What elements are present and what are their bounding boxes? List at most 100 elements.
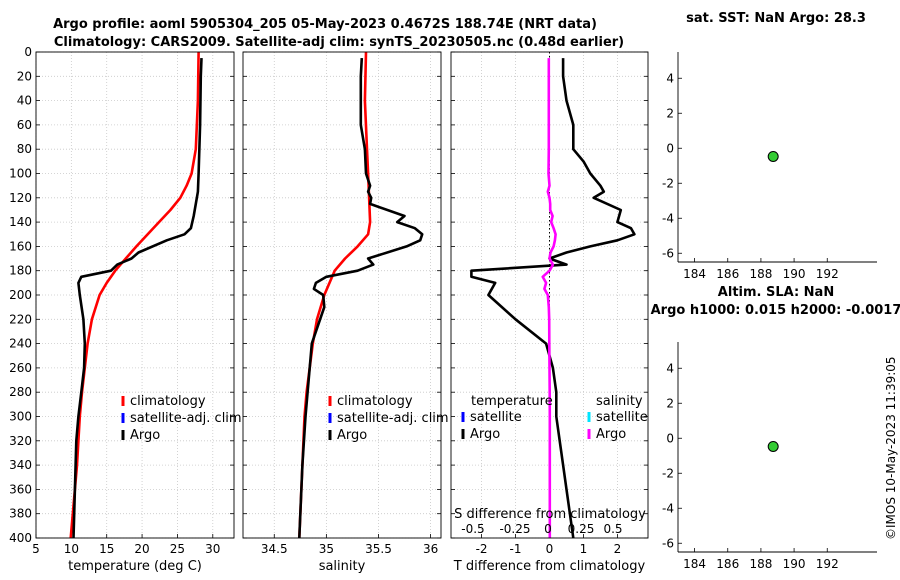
difference-xtick-label: -1 <box>510 542 522 556</box>
sla_map-ytick-label: 4 <box>666 361 674 375</box>
sla_map-title: Argo h1000: 0.015 h2000: -0.0017 <box>651 303 900 318</box>
depth-tick-label: 80 <box>17 142 32 156</box>
sst_map-xtick-label: 190 <box>783 267 806 281</box>
diff-legend-salinity-title: salinity <box>596 394 643 409</box>
sla_map-xtick-label: 192 <box>816 557 839 571</box>
temperature-xtick-label: 10 <box>64 542 79 556</box>
salinity-xlabel: salinity <box>319 559 366 574</box>
sst_map-ytick-label: 2 <box>666 106 674 120</box>
temperature-xtick-label: 15 <box>99 542 114 556</box>
sst_map-xtick-label: 186 <box>716 267 739 281</box>
sst_map-ytick-label: 4 <box>666 71 674 85</box>
diff-legend-salinity-label: satellite <box>596 410 648 425</box>
sla_map-xtick-label: 184 <box>683 557 706 571</box>
depth-tick-label: 320 <box>9 434 32 448</box>
salinity-legend-label: climatology <box>337 394 413 409</box>
difference-series-argo-t-diff <box>470 58 636 539</box>
diff-legend-temperature-label: satellite <box>470 410 522 425</box>
sla_map-ytick-label: 2 <box>666 396 674 410</box>
depth-tick-label: 0 <box>24 45 32 59</box>
temperature-panel: 0 20 40 60 80 100 120 140 160 180 200 220 240 260 280 3… <box>9 45 242 574</box>
depth-tick-label: 380 <box>9 507 32 521</box>
difference-panel: -2 -1 0 1 2 T difference from climatology temp… <box>450 51 649 574</box>
sst_map-xtick-label: 188 <box>749 267 772 281</box>
depth-tick-label: 180 <box>9 264 32 278</box>
sst_map-xtick-label: 192 <box>816 267 839 281</box>
temperature-series-climatology <box>69 51 200 539</box>
salinity-panel: 34.5 35 35.5 36 salinity climatology satellite… <box>242 51 449 574</box>
sst_map-ytick-label: -2 <box>662 176 674 190</box>
sst_map-panel: sat. SST: NaN Argo: 28.3 4 2 0 -2 -4 -6 184 186 1… <box>662 11 877 281</box>
figure-title-line-1: Argo profile: aoml 5905304_205 05-May-20… <box>53 17 597 32</box>
depth-tick-label: 280 <box>9 385 32 399</box>
temperature-legend-label: satellite-adj. clim <box>130 411 242 426</box>
temperature-xtick-label: 30 <box>205 542 220 556</box>
temperature-series-argo <box>72 58 203 539</box>
temperature-legend-label: climatology <box>130 394 206 409</box>
depth-tick-label: 400 <box>9 531 32 545</box>
sla_map-xtick-label: 188 <box>749 557 772 571</box>
sla_map-ytick-label: -6 <box>662 536 674 550</box>
difference-xtick-label: 1 <box>580 542 588 556</box>
salinity-frame <box>242 51 442 539</box>
depth-tick-label: 160 <box>9 239 32 253</box>
diff-s-tick-label: -0.25 <box>499 522 530 536</box>
sla_map-title: Altim. SLA: NaN <box>718 285 834 300</box>
diff-s-tick-label: -0.5 <box>461 522 484 536</box>
diff-legend-salinity-label: Argo <box>596 427 626 442</box>
diff-legend-temperature-title: temperature <box>471 394 553 409</box>
depth-tick-label: 60 <box>17 118 32 132</box>
difference-xtick-label: 0 <box>546 542 554 556</box>
depth-tick-label: 120 <box>9 191 32 205</box>
diff-legend-temperature-label: Argo <box>470 427 500 442</box>
salinity-xtick-label: 35 <box>319 542 334 556</box>
temperature-legend-label: Argo <box>130 428 160 443</box>
sla_map-xtick-label: 186 <box>716 557 739 571</box>
temperature-xtick-label: 5 <box>32 542 40 556</box>
sst_map-argo-point <box>767 150 779 162</box>
sst_map-title: sat. SST: NaN Argo: 28.3 <box>686 11 866 26</box>
salinity-xtick-label: 34.5 <box>261 542 288 556</box>
depth-tick-label: 360 <box>9 482 32 496</box>
depth-tick-label: 300 <box>9 410 32 424</box>
difference-xtick-label: 2 <box>614 542 622 556</box>
sla_map-argo-point <box>767 440 779 452</box>
salinity-xtick-label: 36 <box>423 542 438 556</box>
difference-xlabel: T difference from climatology <box>453 559 646 574</box>
timestamp: ©IMOS 10-May-2023 11:39:05 <box>884 356 898 540</box>
sst_map-ytick-label: -4 <box>662 211 674 225</box>
sla_map-panel: Altim. SLA: NaN Argo h1000: 0.015 h2000: … <box>651 285 900 571</box>
depth-tick-label: 100 <box>9 167 32 181</box>
depth-tick-label: 200 <box>9 288 32 302</box>
temperature-xtick-label: 20 <box>134 542 149 556</box>
sst_map-xtick-label: 184 <box>683 267 706 281</box>
sla_map-ytick-label: -4 <box>662 501 674 515</box>
depth-tick-label: 340 <box>9 458 32 472</box>
sla_map-ytick-label: -2 <box>662 466 674 480</box>
sst_map-ytick-label: 0 <box>666 141 674 155</box>
salinity-legend-label: Argo <box>337 428 367 443</box>
sst_map-ytick-label: -6 <box>662 246 674 260</box>
difference-series-argo-s-diff <box>541 58 557 538</box>
depth-tick-label: 140 <box>9 215 32 229</box>
difference-frame <box>450 51 649 539</box>
temperature-xlabel: temperature (deg C) <box>68 559 202 574</box>
salinity-legend-label: satellite-adj. clim <box>337 411 449 426</box>
depth-tick-label: 260 <box>9 361 32 375</box>
temperature-xtick-label: 25 <box>170 542 185 556</box>
depth-tick-label: 20 <box>17 69 32 83</box>
diff-s-axis-label: S difference from climatology <box>454 507 646 522</box>
figure-title-line-2: Climatology: CARS2009. Satellite-adj cli… <box>54 35 624 50</box>
sla_map-xtick-label: 190 <box>783 557 806 571</box>
diff-s-tick-label: 0.25 <box>568 522 595 536</box>
sla_map-ytick-label: 0 <box>666 431 674 445</box>
depth-tick-label: 240 <box>9 337 32 351</box>
temperature-frame <box>35 51 235 539</box>
diff-s-tick-label: 0 <box>544 522 552 536</box>
salinity-series-argo <box>298 58 424 539</box>
depth-tick-label: 220 <box>9 312 32 326</box>
depth-tick-label: 40 <box>17 94 32 108</box>
difference-xtick-label: -2 <box>476 542 488 556</box>
salinity-xtick-label: 35.5 <box>365 542 392 556</box>
